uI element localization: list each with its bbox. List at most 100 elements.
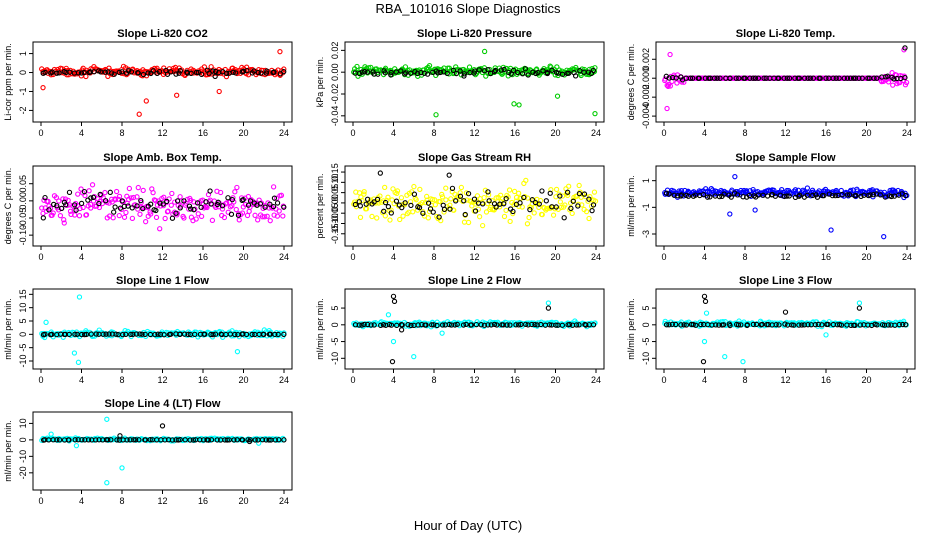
- data-point: [424, 71, 431, 77]
- data-point: [481, 194, 487, 201]
- data-point: [244, 67, 250, 74]
- data-point-outlier: [136, 111, 142, 117]
- data-point: [133, 331, 140, 337]
- panel-8: Slope Line 2 Flow 0 4 8 12 16 20 24 -10 -5 0 5 ml/mi…: [315, 275, 605, 385]
- data-point: [235, 212, 242, 218]
- data-point: [685, 193, 692, 199]
- data-point: [231, 437, 237, 443]
- data-point: [113, 331, 119, 337]
- data-point: [738, 322, 744, 328]
- data-point: [108, 437, 114, 443]
- data-point: [275, 331, 281, 338]
- data-point: [61, 220, 67, 226]
- data-point: [97, 191, 103, 198]
- data-point: [441, 206, 448, 213]
- plot-frame: [32, 288, 293, 370]
- data-point: [116, 212, 122, 219]
- x-tick-label: 20: [861, 375, 871, 385]
- data-point: [114, 437, 120, 443]
- data-point: [75, 191, 81, 197]
- panel-title: Slope Line 1 Flow: [116, 275, 209, 287]
- data-point: [88, 205, 94, 211]
- data-point: [212, 68, 219, 75]
- data-point: [276, 437, 282, 443]
- data-point: [687, 75, 694, 81]
- y-tick-label: 10: [18, 303, 28, 313]
- data-point: [112, 197, 119, 203]
- y-tick-label: -0.004: [641, 103, 651, 129]
- data-point-outlier: [143, 98, 149, 104]
- data-point: [491, 321, 498, 328]
- data-point: [371, 322, 377, 328]
- panel-title: Slope Amb. Box Temp.: [103, 152, 222, 164]
- data-point: [553, 204, 559, 210]
- data-point: [447, 206, 453, 212]
- data-point: [278, 192, 285, 198]
- y-tick-label: 0.00: [18, 192, 28, 210]
- data-point: [547, 63, 553, 69]
- data-point: [245, 202, 252, 208]
- series-2: [40, 188, 287, 221]
- data-point: [261, 331, 267, 338]
- y-tick-label: 5: [18, 318, 28, 323]
- series-2: [663, 293, 909, 365]
- data-point-outlier: [828, 227, 834, 233]
- data-point: [476, 67, 482, 73]
- x-tick-label: 0: [350, 375, 355, 385]
- data-point: [99, 200, 106, 207]
- data-point: [506, 187, 513, 193]
- data-point: [356, 70, 363, 77]
- data-point-outlier: [554, 93, 561, 99]
- data-point: [700, 192, 707, 198]
- data-point: [544, 70, 551, 77]
- data-point-outlier: [277, 49, 283, 55]
- data-point: [58, 205, 65, 212]
- data-point: [742, 75, 748, 81]
- data-point: [168, 69, 174, 75]
- data-point: [126, 68, 132, 74]
- data-point: [527, 206, 533, 213]
- data-point: [142, 219, 149, 225]
- data-point: [142, 331, 148, 338]
- data-point: [112, 204, 118, 210]
- data-point: [721, 191, 727, 197]
- x-tick-label: 20: [550, 375, 560, 385]
- data-point: [485, 189, 491, 195]
- data-point-outlier: [545, 300, 552, 306]
- data-point: [198, 204, 204, 210]
- data-point: [572, 73, 579, 79]
- data-point: [357, 203, 363, 209]
- data-point: [134, 203, 140, 209]
- data-point: [188, 70, 194, 76]
- data-point: [168, 202, 174, 208]
- data-point: [485, 67, 491, 73]
- data-point: [402, 200, 408, 206]
- data-point: [369, 213, 375, 220]
- panel-title: Slope Li-820 Temp.: [736, 28, 835, 40]
- x-tick-label: 8: [742, 375, 747, 385]
- y-axis-label: degrees C per min.: [3, 168, 13, 245]
- data-point: [763, 75, 769, 81]
- data-point: [382, 213, 388, 219]
- data-point: [150, 189, 156, 196]
- data-point: [374, 215, 380, 221]
- series-1: [662, 174, 910, 240]
- data-point: [108, 70, 115, 76]
- data-point: [86, 188, 92, 194]
- data-point: [693, 322, 699, 328]
- data-point: [667, 83, 674, 89]
- x-tick-label: 4: [702, 375, 707, 385]
- data-point: [168, 331, 174, 337]
- data-point: [529, 321, 535, 328]
- y-tick-label: -0.002: [641, 84, 651, 110]
- data-point: [88, 331, 94, 337]
- data-point: [472, 201, 479, 207]
- data-point: [716, 322, 722, 328]
- y-tick-label: 0.02: [330, 42, 340, 60]
- data-point: [259, 437, 266, 443]
- data-point: [240, 196, 246, 203]
- data-point: [591, 189, 598, 195]
- data-point: [272, 437, 278, 443]
- x-tick-label: 4: [702, 252, 707, 262]
- data-point: [128, 69, 135, 75]
